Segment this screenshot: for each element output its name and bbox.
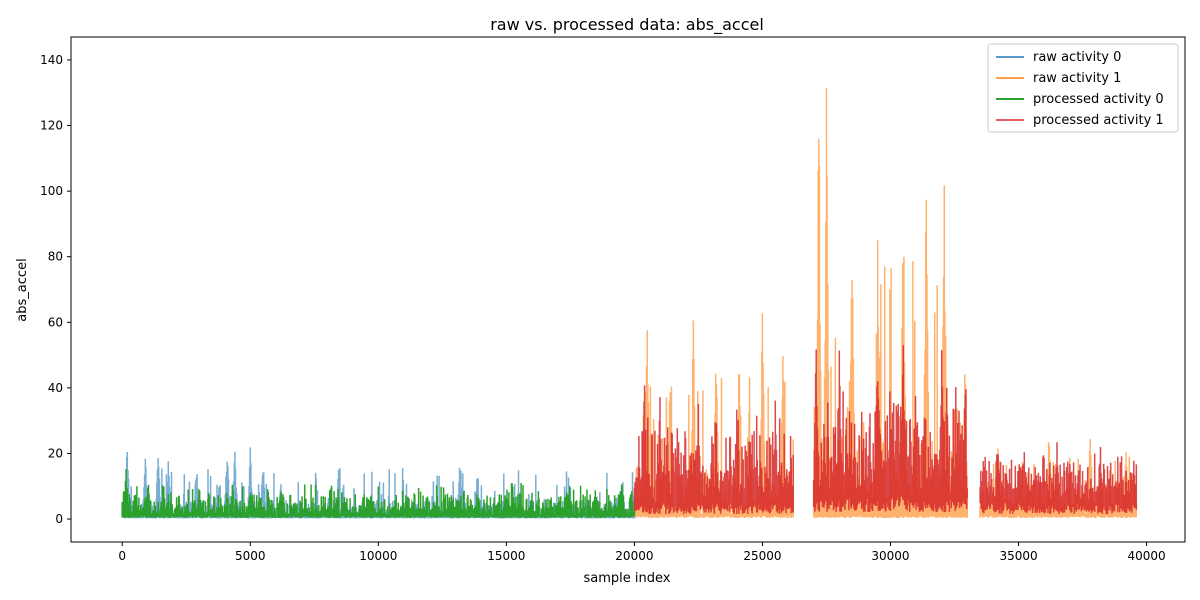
y-tick-label: 140 [40, 53, 63, 67]
series-segment [979, 442, 1138, 514]
legend-label: processed activity 1 [1033, 113, 1164, 128]
y-tick-label: 80 [48, 250, 63, 264]
x-tick-label: 30000 [871, 549, 909, 563]
x-tick-label: 40000 [1127, 549, 1165, 563]
legend-label: processed activity 0 [1033, 92, 1164, 107]
legend-box [987, 43, 1179, 133]
legend: raw activity 0 raw activity 1 processed ac… [987, 43, 1179, 133]
chart-title: raw vs. processed data: abs_accel [490, 15, 764, 35]
y-tick-label: 20 [48, 446, 63, 460]
series-segment [633, 385, 794, 515]
y-axis-ticks: 0 20 40 60 80 100 120 140 [40, 53, 71, 526]
series-processed-activity-1 [633, 345, 1138, 515]
x-tick-label: 10000 [359, 549, 397, 563]
x-tick-label: 25000 [743, 549, 781, 563]
series-layer [121, 88, 1138, 519]
series-segment [812, 345, 969, 513]
legend-label: raw activity 0 [1033, 50, 1121, 65]
x-tick-label: 20000 [615, 549, 653, 563]
x-tick-label: 5000 [235, 549, 266, 563]
x-tick-label: 0 [118, 549, 126, 563]
y-axis-label: abs_accel [15, 258, 30, 321]
series-processed-activity-0 [121, 469, 636, 519]
y-tick-label: 100 [40, 184, 63, 198]
x-tick-label: 15000 [487, 549, 525, 563]
axes-frame [70, 36, 1186, 543]
x-tick-label: 35000 [999, 549, 1037, 563]
y-tick-label: 60 [48, 315, 63, 329]
y-tick-label: 40 [48, 381, 63, 395]
series-segment [121, 469, 636, 519]
x-axis-label: sample index [584, 571, 671, 586]
x-axis-ticks: 0 5000 10000 15000 20000 25000 30000 35000 40000 [118, 542, 1166, 563]
legend-label: raw activity 1 [1033, 71, 1121, 86]
y-tick-label: 120 [40, 119, 63, 133]
y-tick-label: 0 [55, 512, 63, 526]
